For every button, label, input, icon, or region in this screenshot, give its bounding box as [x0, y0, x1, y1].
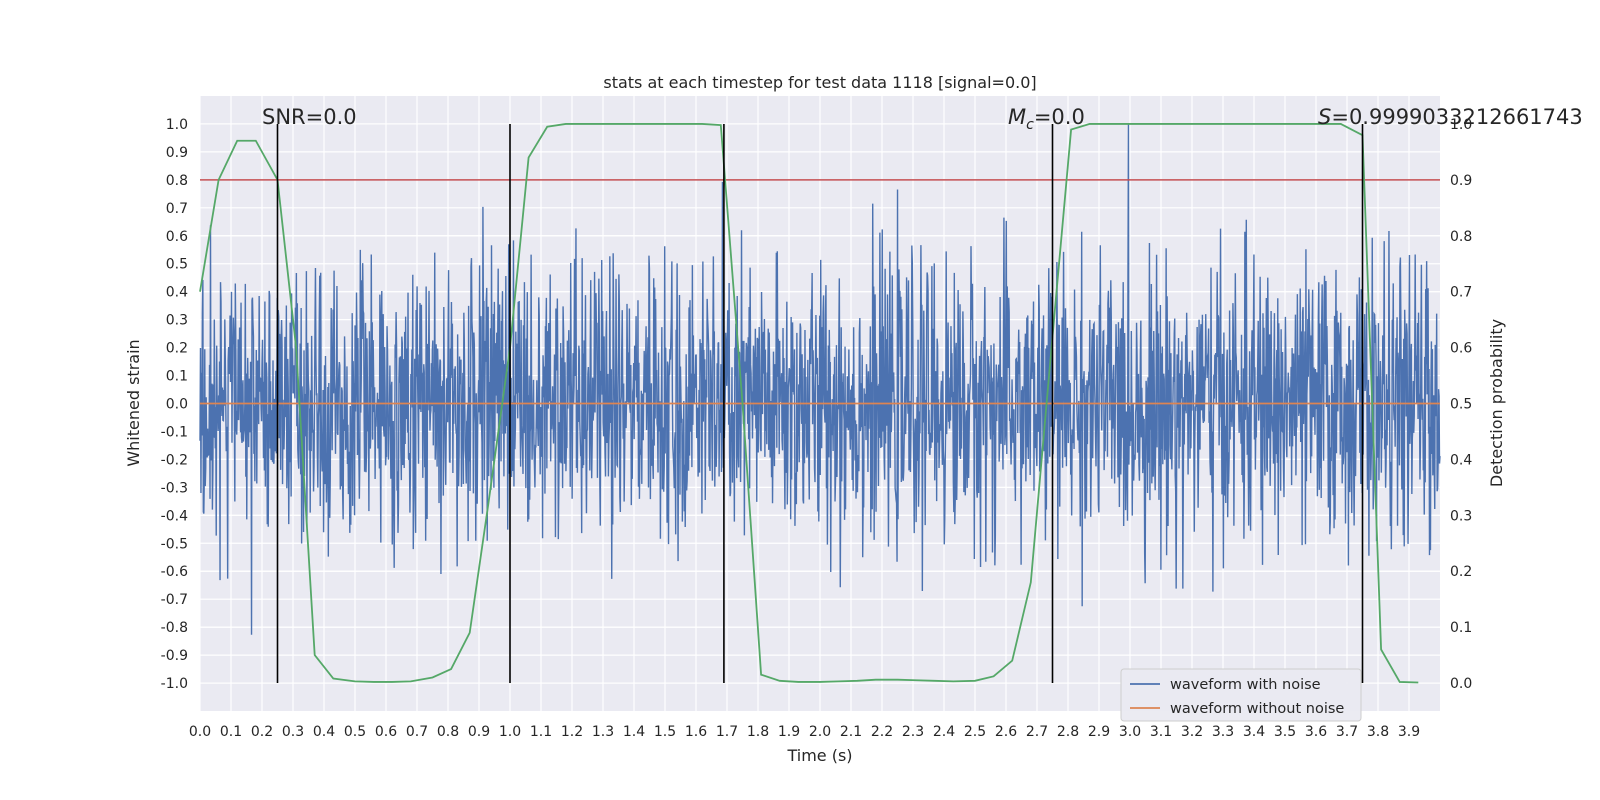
y2-tick-labels: 1.0 0.9 0.8 0.7 0.6 0.5 0.4 0.3 0.2 0.1 0.0 — [1450, 117, 1472, 692]
x-tick-label: 1.8 — [747, 724, 769, 740]
y2-tick-label: 0.7 — [1450, 285, 1472, 301]
x-tick-label: 0.8 — [437, 724, 459, 740]
y-tick-label: 0.4 — [166, 285, 188, 301]
y2-tick-label: 0.5 — [1450, 397, 1472, 413]
y-tick-label: -0.4 — [161, 508, 188, 524]
x-tick-label: 3.6 — [1305, 724, 1327, 740]
snr-annotation: SNR=0.0 — [262, 105, 357, 129]
x-tick-label: 3.5 — [1274, 724, 1296, 740]
y-tick-label: 0.8 — [166, 173, 188, 189]
x-tick-label: 0.7 — [406, 724, 428, 740]
legend-label-waveform-without-noise: waveform without noise — [1170, 701, 1344, 717]
x-tick-label: 2.9 — [1088, 724, 1110, 740]
y2-tick-label: 0.6 — [1450, 341, 1472, 357]
mc-symbol: M — [1008, 105, 1026, 129]
mc-annotation: Mc=0.0 — [1008, 105, 1085, 133]
y2-axis-label: Detection probability — [1487, 319, 1506, 487]
y-tick-label: 0.3 — [166, 313, 188, 329]
y-tick-label: -0.7 — [161, 592, 188, 608]
legend-label-waveform-with-noise: waveform with noise — [1170, 677, 1321, 693]
x-tick-label: 2.2 — [871, 724, 893, 740]
y2-tick-label: 0.4 — [1450, 452, 1472, 468]
y-tick-label: -0.1 — [161, 424, 188, 440]
y-tick-label: -1.0 — [161, 676, 188, 692]
x-tick-label: 2.3 — [902, 724, 924, 740]
x-tick-label: 0.4 — [313, 724, 335, 740]
y-tick-label: -0.9 — [161, 648, 188, 664]
s-value: =0.9999033212661743 — [1331, 105, 1582, 129]
x-tick-label: 1.7 — [716, 724, 738, 740]
y-axis-label: Whitened strain — [124, 339, 143, 466]
x-tick-label: 1.6 — [685, 724, 707, 740]
noise-waveform-line — [199, 123, 1441, 635]
x-tick-label: 3.7 — [1336, 724, 1358, 740]
y2-tick-label: 0.9 — [1450, 173, 1472, 189]
x-tick-label: 3.8 — [1367, 724, 1389, 740]
vlines — [276, 123, 1364, 684]
y2-tick-label: 0.3 — [1450, 508, 1472, 524]
x-tick-label: 3.1 — [1150, 724, 1172, 740]
y-tick-label: 0.2 — [166, 341, 188, 357]
x-tick-label: 3.9 — [1398, 724, 1420, 740]
x-tick-label: 2.6 — [995, 724, 1017, 740]
x-tick-label: 2.8 — [1057, 724, 1079, 740]
y-tick-label: 0.5 — [166, 257, 188, 273]
y-tick-label: -0.2 — [161, 452, 188, 468]
x-tick-label: 2.1 — [840, 724, 862, 740]
y2-tick-label: 0.2 — [1450, 564, 1472, 580]
x-tick-label: 0.9 — [468, 724, 490, 740]
y-tick-label: 0.6 — [166, 229, 188, 245]
chart-title: stats at each timestep for test data 111… — [603, 73, 1036, 92]
x-axis-label: Time (s) — [786, 746, 852, 765]
y2-tick-label: 0.8 — [1450, 229, 1472, 245]
x-tick-label: 2.5 — [964, 724, 986, 740]
y-tick-label: 1.0 — [166, 117, 188, 133]
y2-tick-label: 0.1 — [1450, 620, 1472, 636]
x-tick-label: 3.4 — [1243, 724, 1265, 740]
y2-tick-label: 0.0 — [1450, 676, 1472, 692]
x-tick-label: 0.2 — [251, 724, 273, 740]
x-tick-label: 1.1 — [530, 724, 552, 740]
s-symbol: S — [1318, 105, 1331, 129]
y-tick-label: -0.5 — [161, 536, 188, 552]
x-tick-label: 0.5 — [344, 724, 366, 740]
x-tick-label: 0.1 — [220, 724, 242, 740]
x-tick-label: 3.2 — [1181, 724, 1203, 740]
y-tick-labels: 1.0 0.9 0.8 0.7 0.6 0.5 0.4 0.3 0.2 0.1 0.0 -0.1 -0.… — [161, 117, 188, 692]
y2-tick-label: 1.0 — [1450, 117, 1472, 133]
x-tick-label: 2.4 — [933, 724, 955, 740]
x-tick-label: 0.3 — [282, 724, 304, 740]
x-tick-label: 1.3 — [592, 724, 614, 740]
y-tick-label: 0.1 — [166, 369, 188, 385]
mc-subscript: c — [1026, 117, 1034, 133]
x-tick-label: 1.5 — [654, 724, 676, 740]
x-tick-label: 2.7 — [1026, 724, 1048, 740]
x-tick-label: 0.0 — [189, 724, 211, 740]
x-tick-label: 0.6 — [375, 724, 397, 740]
y-tick-label: -0.6 — [161, 564, 188, 580]
y-tick-label: -0.3 — [161, 480, 188, 496]
y-tick-label: 0.7 — [166, 201, 188, 217]
x-tick-labels: 0.0 0.1 0.2 0.3 0.4 0.5 0.6 0.7 0.8 0.9 1.0 1.1 1.2 1… — [189, 724, 1420, 740]
x-tick-label: 1.9 — [778, 724, 800, 740]
y-tick-label: 0.9 — [166, 145, 188, 161]
s-annotation: S=0.9999033212661743 — [1318, 105, 1583, 129]
x-tick-label: 3.0 — [1119, 724, 1141, 740]
series-detection-probability — [199, 123, 1419, 684]
detection-probability-line — [199, 123, 1419, 684]
x-tick-label: 2.0 — [809, 724, 831, 740]
x-tick-label: 1.4 — [623, 724, 645, 740]
series-waveform-with-noise — [199, 123, 1441, 635]
x-tick-label: 1.0 — [499, 724, 521, 740]
legend: waveform with noise waveform without noi… — [1120, 668, 1362, 722]
x-tick-label: 1.2 — [561, 724, 583, 740]
mc-value: =0.0 — [1034, 105, 1085, 129]
y-tick-label: 0.0 — [166, 397, 188, 413]
legend-box — [1120, 668, 1362, 722]
x-tick-label: 3.3 — [1212, 724, 1234, 740]
y-tick-label: -0.8 — [161, 620, 188, 636]
